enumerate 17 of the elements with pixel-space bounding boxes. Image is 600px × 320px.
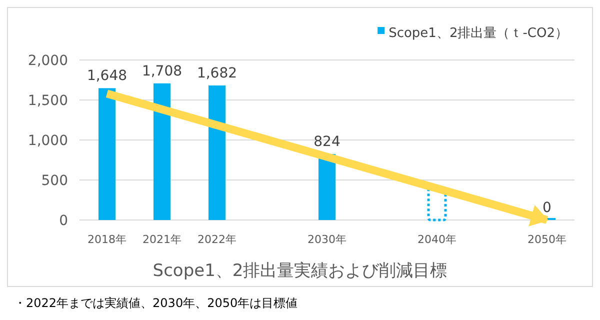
text: ・2022年までは実績値、2030年、2050年は目標値 [14,296,298,310]
x-tick-label: 2018年 [88,233,126,246]
data-label: 1,682 [196,65,238,82]
y-tick-label: 1,000 [28,133,68,149]
data-label: 1,708 [142,63,182,80]
x-tick-label: 2030年 [308,233,346,246]
x-tick-label: 2022年 [198,233,236,246]
y-tick-label: 2,000 [28,53,68,69]
text: Scope1、2排出量実績および削減目標 [152,261,448,281]
x-tick-label: 2040年 [418,233,456,246]
y-tick-label: 500 [41,173,68,189]
x-tick-label: 2021年 [142,233,182,246]
data-label: 1,648 [86,68,128,84]
y-tick-label: 1,500 [28,93,68,109]
y-tick-label: 0 [59,213,68,229]
x-tick-label: 2050年 [528,233,566,246]
legend: Scope1、2排出量（ｔ-CO2） [378,26,568,41]
